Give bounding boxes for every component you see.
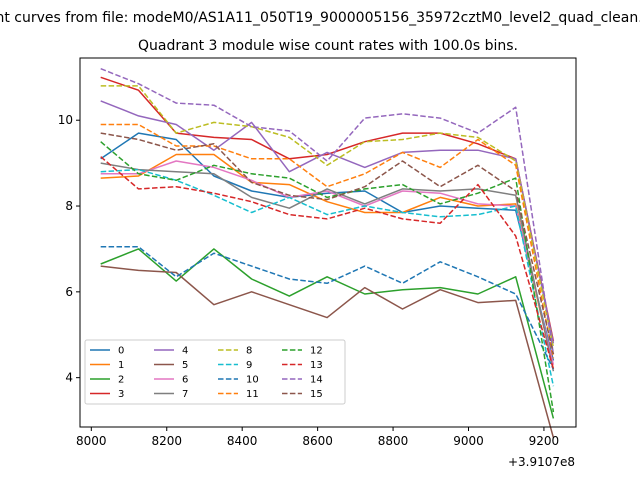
- legend-label: 11: [246, 389, 259, 400]
- chart-suptitle: Light curves from file: modeM0/AS1A11_05…: [0, 10, 640, 26]
- legend-label: 7: [182, 389, 188, 400]
- x-tick-label: 8800: [378, 434, 409, 448]
- x-tick-label: 8000: [76, 434, 107, 448]
- legend-item-12: 12: [282, 346, 323, 357]
- legend-label: 14: [310, 375, 323, 386]
- series-line-5: [100, 265, 555, 438]
- legend-label: 4: [182, 346, 188, 357]
- x-tick-label: 9200: [529, 434, 560, 448]
- legend-label: 6: [182, 375, 188, 386]
- y-tick-label: 10: [58, 113, 73, 127]
- series-line-1: [100, 153, 555, 370]
- series-line-9: [100, 168, 555, 387]
- series-line-8: [100, 85, 555, 348]
- series-line-2: [100, 248, 555, 419]
- legend-label: 9: [246, 360, 252, 371]
- legend-item-9: 9: [218, 360, 252, 371]
- series-line-0: [100, 132, 555, 361]
- legend-item-15: 15: [282, 389, 323, 400]
- legend-item-6: 6: [154, 375, 188, 386]
- legend-label: 8: [246, 346, 252, 357]
- y-tick-label: 4: [65, 371, 73, 385]
- x-tick-label: 8600: [302, 434, 333, 448]
- chart-title: Quadrant 3 module wise count rates with …: [138, 38, 518, 54]
- legend-label: 2: [118, 375, 124, 386]
- series-line-7: [100, 162, 555, 372]
- series-line-12: [100, 141, 555, 413]
- x-tick-label: 9000: [453, 434, 484, 448]
- legend-label: 12: [310, 346, 323, 357]
- legend-item-2: 2: [90, 375, 124, 386]
- legend-item-1: 1: [90, 360, 124, 371]
- x-offset-label: +3.9107e8: [508, 455, 575, 469]
- series-line-15: [100, 132, 555, 355]
- legend-box: [84, 339, 346, 405]
- legend-item-11: 11: [218, 389, 259, 400]
- legend-item-3: 3: [90, 389, 124, 400]
- x-tick-label: 8200: [151, 434, 182, 448]
- legend-label: 3: [118, 389, 124, 400]
- series-line-13: [100, 156, 555, 370]
- legend-label: 1: [118, 360, 124, 371]
- legend-item-14: 14: [282, 375, 323, 386]
- legend-label: 0: [118, 346, 124, 357]
- x-tick-label: 8400: [227, 434, 258, 448]
- series-line-10: [100, 246, 555, 370]
- legend-item-5: 5: [154, 360, 188, 371]
- series-line-4: [100, 100, 555, 344]
- series-layer: [100, 68, 555, 438]
- legend-item-0: 0: [90, 346, 124, 357]
- legend-label: 10: [246, 375, 259, 386]
- legend-label: 13: [310, 360, 323, 371]
- series-line-6: [100, 160, 555, 365]
- legend-label: 5: [182, 360, 188, 371]
- legend-item-13: 13: [282, 360, 323, 371]
- legend-item-10: 10: [218, 375, 259, 386]
- y-tick-label: 6: [65, 285, 73, 299]
- y-axis: 4 6 8 10: [58, 113, 80, 385]
- legend-item-8: 8: [218, 346, 252, 357]
- legend-item-4: 4: [154, 346, 188, 357]
- y-tick-label: 8: [65, 199, 73, 213]
- legend-item-7: 7: [154, 389, 188, 400]
- series-line-11: [100, 123, 555, 359]
- x-axis: 8000 8200 8400 8600 8800 9000 9200: [76, 427, 559, 448]
- axes-frame: [79, 57, 577, 428]
- legend-label: 15: [310, 389, 323, 400]
- series-line-14: [100, 68, 555, 355]
